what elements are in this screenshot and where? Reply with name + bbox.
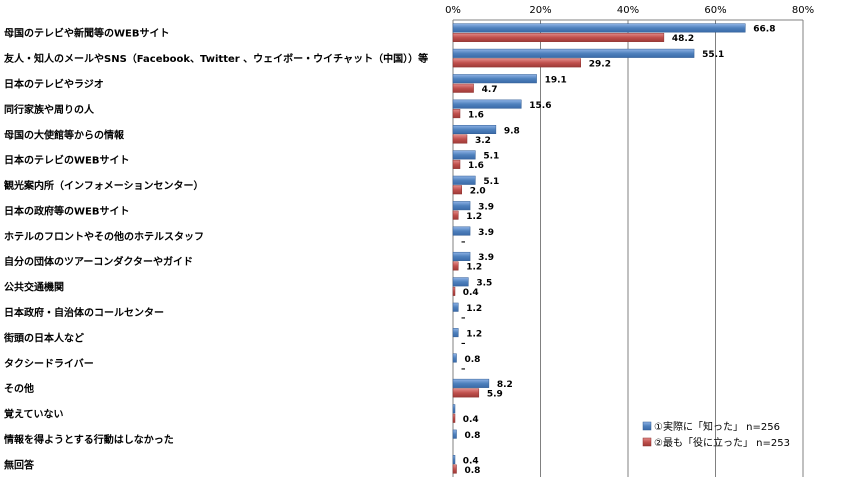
category-label: 日本政府・自治体のコールセンター bbox=[4, 306, 164, 319]
data-label: 3.9 bbox=[478, 253, 494, 263]
bar-known bbox=[452, 201, 471, 211]
data-label: 0.4 bbox=[463, 456, 479, 466]
data-label: 8.2 bbox=[497, 380, 513, 390]
bar-known bbox=[452, 251, 471, 261]
data-label: 55.1 bbox=[702, 50, 724, 60]
bar-useful bbox=[452, 109, 461, 119]
data-label: 15.6 bbox=[529, 101, 551, 111]
data-label: 3.5 bbox=[476, 279, 492, 289]
legend-swatch bbox=[642, 421, 652, 431]
data-label: 1.2 bbox=[466, 329, 482, 339]
bar-useful bbox=[452, 32, 665, 42]
data-label: 29.2 bbox=[589, 60, 611, 70]
category-label: 自分の団体のツアーコンダクターやガイド bbox=[4, 255, 193, 268]
data-label: 2.0 bbox=[470, 187, 486, 197]
data-label: 0.4 bbox=[463, 288, 479, 298]
data-label: 3.2 bbox=[475, 136, 491, 146]
x-tick-label: 60% bbox=[704, 5, 726, 16]
data-label: 0.8 bbox=[465, 355, 481, 365]
category-label: 情報を得ようとする行動はしなかった bbox=[4, 433, 174, 446]
category-label: 友人・知人のメールやSNS（Facebook、Twitter 、ウェイボー・ウイ… bbox=[4, 52, 428, 65]
bar-known bbox=[452, 125, 497, 134]
data-label: 1.2 bbox=[466, 212, 482, 222]
data-label: 0.8 bbox=[465, 431, 481, 441]
data-label: 5.9 bbox=[487, 390, 503, 400]
bar-known bbox=[452, 99, 522, 109]
category-label: 公共交通機関 bbox=[4, 281, 64, 294]
category-label: 日本の政府等のWEBサイト bbox=[4, 204, 129, 217]
data-label: 1.2 bbox=[466, 263, 482, 273]
bar-known bbox=[452, 277, 469, 287]
x-tick-label: 20% bbox=[529, 5, 551, 16]
legend: ①実際に「知った」 n=256 ②最も「役に立った」 n=253 bbox=[642, 420, 790, 449]
data-label: 0.4 bbox=[463, 415, 479, 425]
bar-useful bbox=[452, 159, 461, 169]
bar-known bbox=[452, 48, 695, 58]
category-label: 母国のテレビや新聞等のWEBサイト bbox=[4, 27, 169, 40]
bar-useful bbox=[452, 261, 459, 271]
legend-swatch bbox=[642, 437, 652, 447]
data-label: 5.1 bbox=[483, 152, 499, 162]
legend-entry: ②最も「役に立った」 n=253 bbox=[654, 436, 790, 449]
data-label: 66.8 bbox=[753, 25, 775, 35]
bar-useful bbox=[452, 388, 480, 398]
bar-known bbox=[452, 429, 457, 439]
data-label: – bbox=[461, 339, 466, 349]
data-label: 3.9 bbox=[478, 202, 494, 212]
category-label: 無回答 bbox=[4, 458, 35, 471]
category-label: 母国の大使館等からの情報 bbox=[4, 128, 125, 141]
bar-known bbox=[452, 150, 476, 160]
bar-useful bbox=[452, 286, 456, 296]
data-label: 1.6 bbox=[468, 161, 484, 171]
bar-known bbox=[452, 328, 459, 338]
bar-known bbox=[452, 23, 746, 33]
data-label: 48.2 bbox=[672, 34, 694, 44]
bar-known bbox=[452, 74, 537, 84]
bar-useful bbox=[452, 185, 462, 195]
bar-known bbox=[452, 175, 476, 185]
data-label: 1.2 bbox=[466, 304, 482, 314]
category-label: 日本のテレビのWEBサイト bbox=[4, 154, 129, 167]
data-label: 1.6 bbox=[468, 110, 484, 120]
category-label: 覚えていない bbox=[4, 408, 64, 421]
bar-useful bbox=[452, 58, 581, 68]
category-label: タクシードライバー bbox=[4, 358, 94, 370]
bar-known bbox=[452, 404, 456, 414]
x-tick-label: 40% bbox=[617, 5, 639, 16]
x-tick-label: 0% bbox=[445, 5, 461, 16]
category-label: 観光案内所（インフォメーションセンター） bbox=[4, 179, 204, 192]
bar-known bbox=[452, 302, 459, 312]
bar-known bbox=[452, 455, 456, 465]
bar-useful bbox=[452, 83, 474, 93]
category-label: その他 bbox=[4, 382, 34, 395]
data-label: – bbox=[461, 313, 466, 323]
data-label: 0.8 bbox=[465, 466, 481, 476]
category-label: 同行家族や周りの人 bbox=[4, 103, 95, 116]
data-label: – bbox=[461, 364, 466, 374]
bar-known bbox=[452, 353, 457, 363]
data-label: – bbox=[461, 237, 466, 247]
data-label: 5.1 bbox=[483, 177, 499, 187]
data-label: 19.1 bbox=[545, 75, 567, 85]
bar-useful bbox=[452, 134, 468, 144]
bar-useful bbox=[452, 413, 456, 423]
bar-known bbox=[452, 378, 490, 388]
bar-useful bbox=[452, 464, 457, 474]
category-label: 日本のテレビやラジオ bbox=[4, 77, 104, 90]
x-tick-label: 80% bbox=[792, 5, 814, 16]
category-label: 街頭の日本人など bbox=[3, 331, 84, 344]
category-label: ホテルのフロントやその他のホテルスタッフ bbox=[4, 230, 204, 243]
data-label: 3.9 bbox=[478, 228, 494, 238]
data-label: 4.7 bbox=[482, 85, 498, 95]
data-label: 9.8 bbox=[504, 126, 520, 136]
bar-useful bbox=[452, 210, 459, 220]
bar-known bbox=[452, 226, 471, 236]
legend-entry: ①実際に「知った」 n=256 bbox=[654, 420, 780, 433]
